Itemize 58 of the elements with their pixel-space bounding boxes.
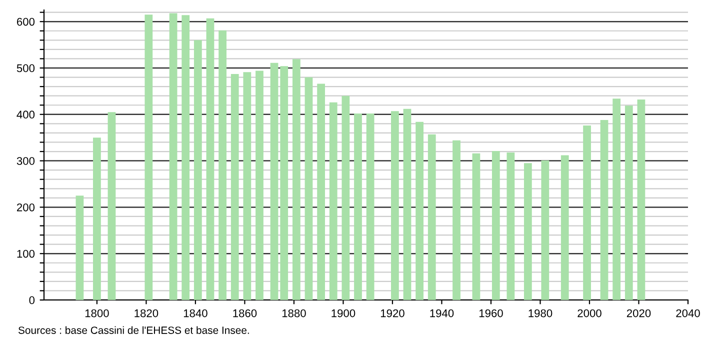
y-tick-label: 0 [29, 296, 35, 304]
bar [182, 15, 190, 300]
bar [600, 120, 608, 300]
x-tick-label: 1960 [479, 309, 503, 318]
bar [270, 62, 278, 300]
bar [206, 18, 214, 300]
x-tick-label: 1880 [282, 309, 306, 318]
bar [292, 59, 300, 300]
bar [472, 153, 480, 300]
bar [144, 14, 153, 300]
x-tick-label: 2000 [578, 309, 602, 318]
bar [218, 30, 226, 300]
bar [354, 113, 362, 300]
bar [194, 40, 202, 300]
bar [230, 74, 239, 300]
bar [416, 122, 424, 300]
bar [506, 152, 515, 300]
bar [256, 70, 264, 300]
y-tick-label: 200 [16, 203, 35, 212]
bar [452, 140, 460, 300]
bar [428, 134, 436, 300]
x-tick-label: 1840 [184, 309, 208, 318]
bar [560, 155, 569, 300]
x-tick-label: 1900 [332, 309, 356, 318]
y-tick-label: 400 [16, 110, 35, 119]
x-tick-label: 2020 [626, 309, 651, 318]
y-tick-label: 100 [17, 250, 35, 258]
bar [169, 13, 178, 300]
y-tick-label: 300 [16, 157, 35, 165]
bar [329, 102, 338, 300]
x-tick-label: 2040 [676, 309, 700, 318]
bar [524, 163, 532, 300]
bar [76, 196, 84, 300]
bar [304, 77, 313, 300]
x-tick-label: 1860 [233, 309, 257, 318]
bar [243, 72, 252, 300]
x-tick-label: 1920 [380, 309, 404, 318]
source-note: Sources : base Cassini de l'EHESS et base Insee. [18, 326, 249, 334]
bar [280, 66, 288, 300]
x-tick-label: 1820 [134, 309, 158, 318]
bar [108, 112, 116, 300]
bar [624, 106, 633, 300]
bar [612, 98, 621, 300]
bar [93, 138, 101, 300]
bar [541, 160, 550, 300]
y-tick-label: 600 [17, 18, 35, 26]
bar [390, 111, 399, 300]
x-tick-label: 1800 [85, 309, 109, 318]
bar [583, 126, 591, 300]
bar [403, 108, 412, 300]
y-tick-label: 500 [16, 64, 35, 72]
bar [492, 151, 500, 300]
bar [342, 96, 350, 300]
bar [637, 100, 646, 300]
bar [317, 84, 325, 300]
x-tick-label: 1940 [430, 309, 454, 318]
x-tick-label: 1980 [528, 309, 552, 318]
bar [366, 113, 374, 300]
